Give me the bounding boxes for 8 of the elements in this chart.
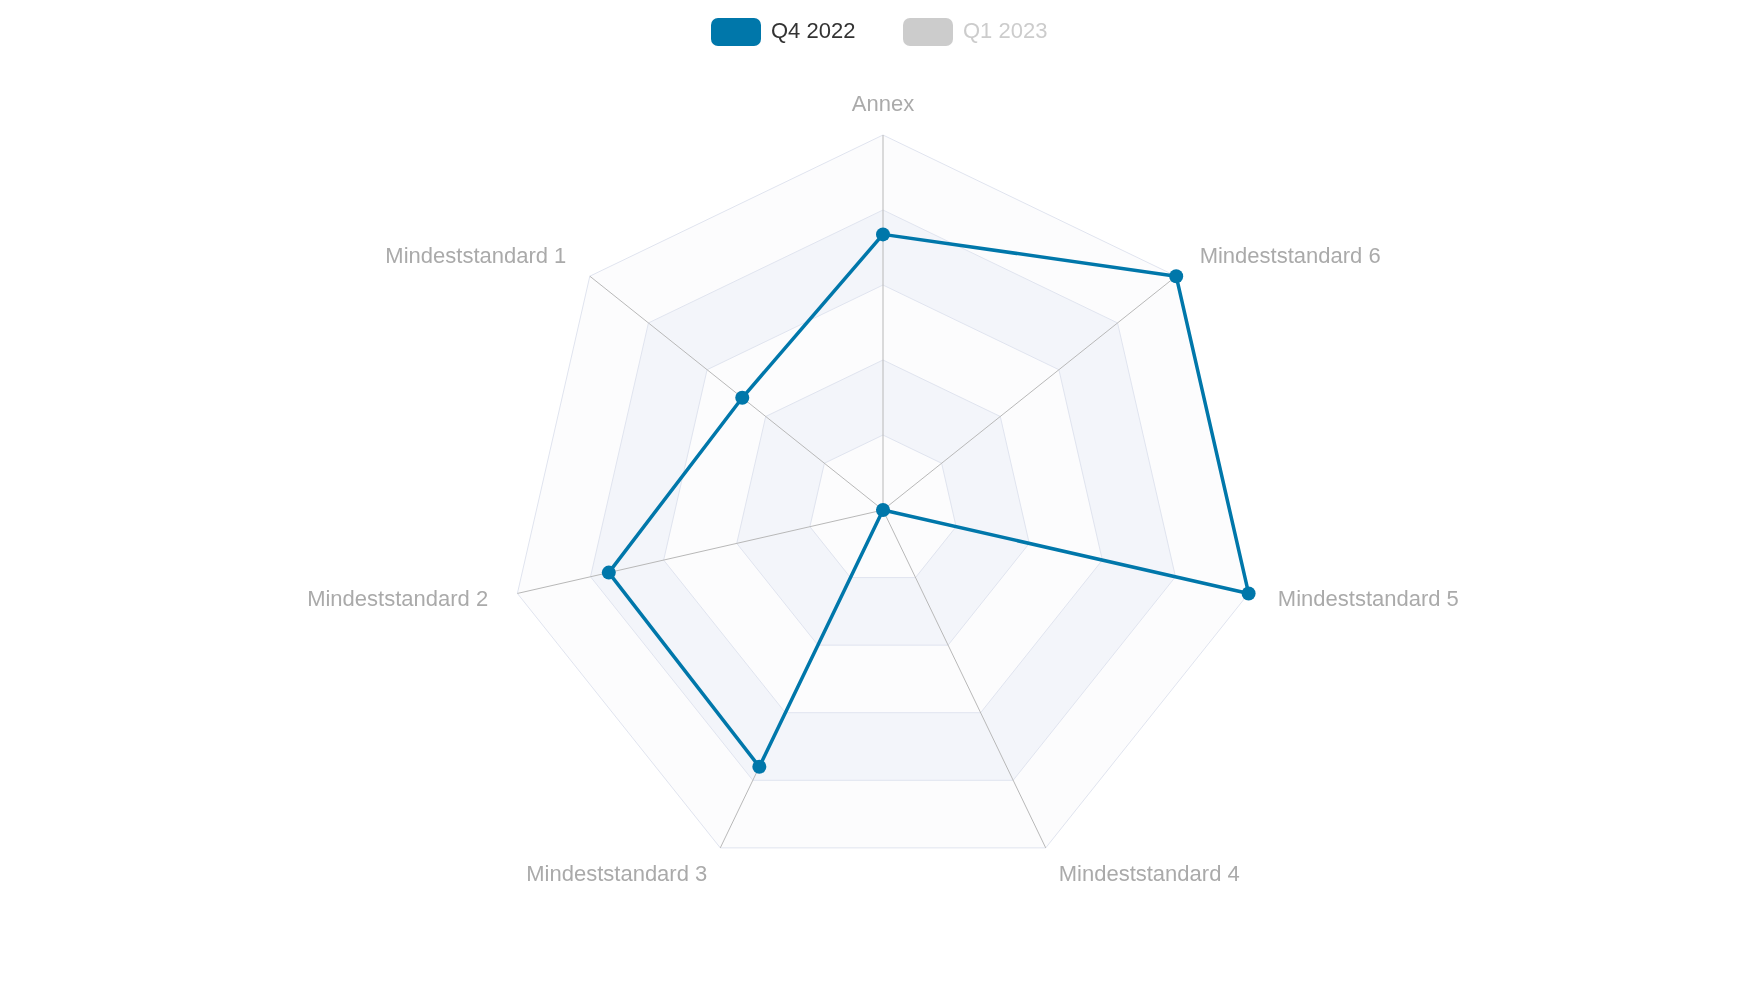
spoke-label: Mindeststandard 6 xyxy=(1199,243,1381,269)
spoke-label: Mindeststandard 2 xyxy=(307,585,489,611)
spoke-label: Mindeststandard 1 xyxy=(385,243,567,269)
spoke-label: Mindeststandard 5 xyxy=(1277,585,1459,611)
spoke-label: Mindeststandard 3 xyxy=(526,860,708,886)
spoke-label: Mindeststandard 4 xyxy=(1058,860,1240,886)
legend-label: Q4 2022 xyxy=(771,17,856,43)
spoke-label: Annex xyxy=(851,90,915,116)
